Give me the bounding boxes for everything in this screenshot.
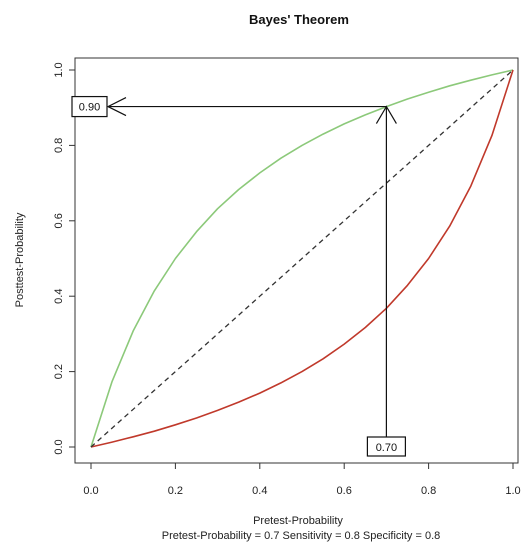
x-tick-label: 0.0 bbox=[83, 485, 98, 497]
chart-title: Bayes' Theorem bbox=[249, 12, 349, 27]
x-tick-label: 0.8 bbox=[421, 485, 436, 497]
y-axis: 0.0 0.2 0.4 0.6 0.8 1.0 bbox=[53, 62, 76, 455]
pretest-value-label: 0.70 bbox=[376, 442, 397, 454]
chart-subtitle: Pretest-Probability = 0.7 Sensitivity = … bbox=[162, 530, 441, 542]
pretest-value-box bbox=[366, 436, 406, 457]
horizontal-arrow-head bbox=[106, 97, 127, 117]
posttest-value-box bbox=[71, 95, 108, 118]
y-tick-label: 0.8 bbox=[53, 138, 65, 153]
x-axis-label: Pretest-Probability bbox=[253, 515, 343, 527]
series-layer bbox=[90, 69, 514, 448]
x-axis: 0.0 0.2 0.4 0.6 0.8 1.0 bbox=[83, 462, 521, 497]
posttest-value-label: 0.90 bbox=[79, 102, 100, 114]
negative-test-curve bbox=[90, 69, 514, 448]
identity-diagonal bbox=[90, 69, 514, 448]
x-tick-label: 0.6 bbox=[337, 485, 352, 497]
y-axis-label: Posttest-Probability bbox=[14, 212, 26, 307]
x-tick-label: 1.0 bbox=[505, 485, 520, 497]
annotation-layer: 0.70 0.90 bbox=[71, 95, 406, 457]
x-tick-label: 0.2 bbox=[168, 485, 183, 497]
y-tick-label: 1.0 bbox=[53, 62, 65, 77]
positive-test-curve bbox=[90, 69, 514, 448]
x-tick-label: 0.4 bbox=[252, 485, 267, 497]
y-tick-label: 0.6 bbox=[53, 213, 65, 228]
y-tick-label: 0.0 bbox=[53, 439, 65, 454]
y-tick-label: 0.4 bbox=[53, 289, 65, 304]
y-tick-label: 0.2 bbox=[53, 364, 65, 379]
